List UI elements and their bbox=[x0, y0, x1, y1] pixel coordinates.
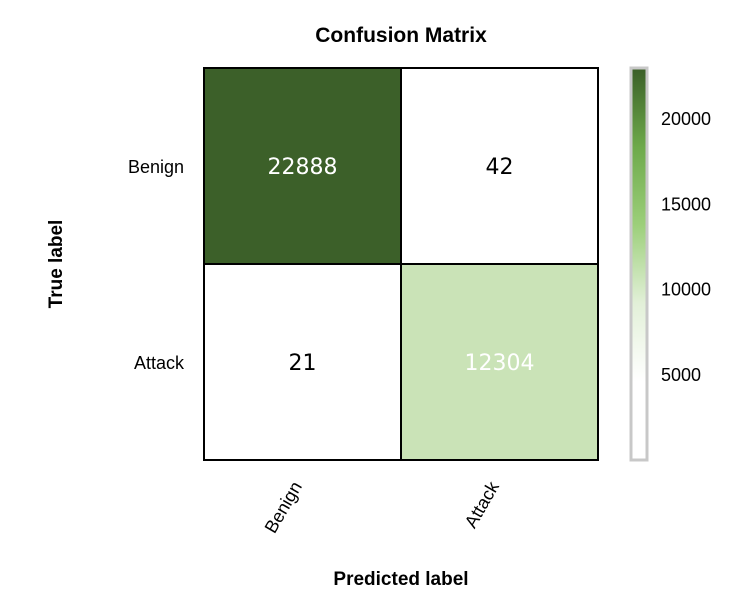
y-tick-label-attack: Attack bbox=[134, 353, 185, 373]
colorbar-scale bbox=[629, 66, 649, 462]
y-tick-label-benign: Benign bbox=[128, 157, 184, 177]
matrix-cell-0-0 bbox=[203, 67, 402, 265]
matrix-value-1-1: 12304 bbox=[465, 351, 535, 376]
x-tick-label-attack: Attack bbox=[461, 477, 504, 531]
chart-title: Confusion Matrix bbox=[315, 24, 487, 47]
colorbar: 5000 10000 15000 20000 bbox=[629, 66, 711, 462]
matrix-value-0-1: 42 bbox=[486, 155, 514, 180]
matrix-cell-1-0 bbox=[203, 263, 402, 461]
x-axis-ticks: Benign Attack bbox=[261, 477, 504, 536]
colorbar-tick-15000: 15000 bbox=[661, 194, 711, 214]
y-axis-ticks: Benign Attack bbox=[128, 157, 185, 373]
matrix-value-0-0: 22888 bbox=[268, 155, 338, 180]
colorbar-tick-20000: 20000 bbox=[661, 109, 711, 129]
x-axis-label: Predicted label bbox=[333, 569, 468, 590]
colorbar-tick-5000: 5000 bbox=[661, 365, 701, 385]
colorbar-tick-10000: 10000 bbox=[661, 280, 711, 300]
y-axis-label: True label bbox=[46, 220, 67, 309]
matrix-cell-1-1 bbox=[400, 263, 599, 461]
matrix-cells bbox=[203, 67, 599, 461]
matrix-value-1-0: 21 bbox=[289, 351, 317, 376]
matrix-cell-0-1 bbox=[400, 67, 599, 265]
matrix-cell-labels: 22888 42 21 12304 bbox=[268, 155, 535, 376]
x-tick-label-benign: Benign bbox=[261, 478, 306, 537]
